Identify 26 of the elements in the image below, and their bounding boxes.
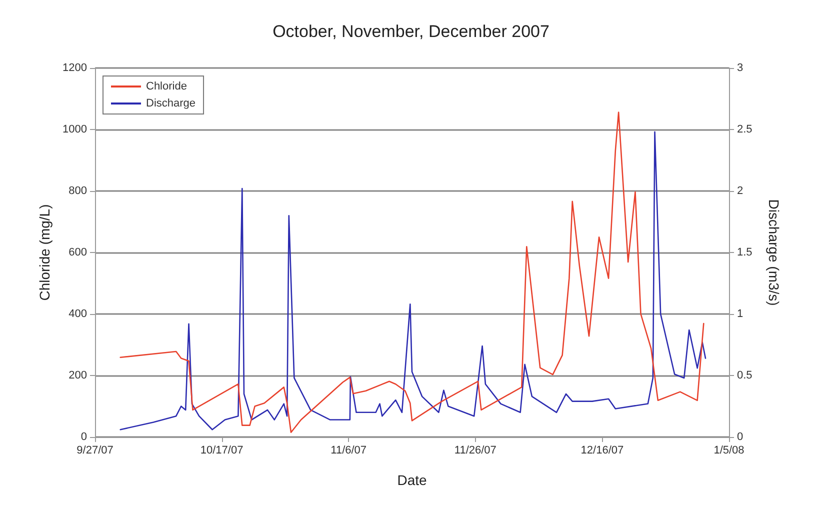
x-tick-label: 10/17/07: [200, 444, 244, 456]
y2-tick-label: 1.5: [737, 246, 752, 258]
y-tick-label: 1000: [62, 124, 87, 136]
y2-tick-label: 1: [737, 308, 744, 320]
y2-tick-label: 0: [737, 431, 744, 443]
x-tick-label: 9/27/07: [76, 444, 114, 456]
y-tick-label: 0: [80, 431, 87, 443]
y-tick-label: 600: [68, 246, 87, 258]
y-tick-label: 800: [68, 185, 87, 197]
y-tick-label: 400: [68, 308, 87, 320]
legend-label: Chloride: [146, 80, 187, 92]
y2-tick-label: 0.5: [737, 370, 752, 382]
x-tick-label: 11/6/07: [330, 444, 367, 456]
x-tick-label: 1/5/08: [714, 444, 744, 456]
y2-tick-label: 3: [737, 62, 744, 74]
y-axis-title: Chloride (mg/L): [36, 204, 53, 301]
x-tick-label: 12/16/07: [580, 444, 624, 456]
y2-axis-title: Discharge (m3/s): [766, 199, 782, 306]
y2-tick-label: 2: [737, 185, 744, 197]
y2-tick-label: 2.5: [737, 124, 752, 136]
y-tick-label: 1200: [62, 62, 87, 74]
y-tick-label: 200: [68, 370, 87, 382]
legend-label: Discharge: [146, 98, 196, 110]
chart-title: October, November, December 2007: [272, 22, 550, 41]
x-axis-title: Date: [397, 472, 427, 488]
x-tick-label: 11/26/07: [454, 444, 496, 456]
